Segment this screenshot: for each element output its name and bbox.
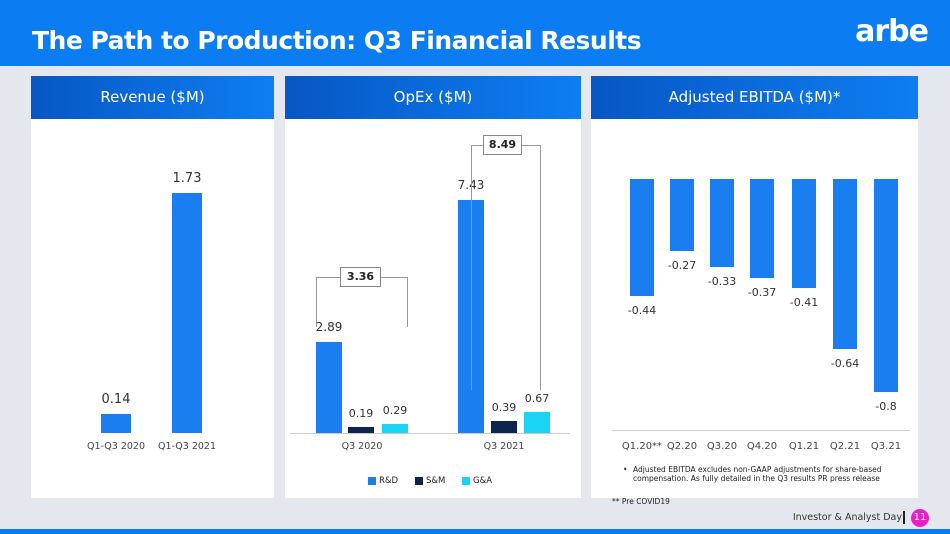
opex-bar-sm: [491, 420, 517, 433]
ebitda-tick-label: Q3.21: [870, 441, 902, 452]
revenue-value-label: 1.73: [172, 171, 202, 186]
ebitda-value-label: -0.41: [789, 296, 819, 310]
ebitda-tick-label: Q3.20: [706, 441, 738, 452]
footer-divider: [903, 511, 905, 524]
ebitda-value-label: -0.33: [707, 274, 737, 288]
opex-tick-label: Q3 2020: [341, 441, 383, 452]
ebitda-bar: [792, 179, 816, 289]
opex-total-label: 8.49: [483, 135, 522, 155]
opex-axis: [290, 433, 570, 434]
ebitda-value-label: -0.27: [667, 258, 697, 272]
opex-value-label: 0.67: [524, 391, 550, 405]
revenue-tick-label: Q1-Q3 2021: [157, 441, 217, 452]
ebitda-axis: [612, 430, 910, 431]
legend-item: G&A: [462, 476, 492, 486]
opex-value-label: 0.19: [348, 407, 374, 421]
footer-event: Investor & Analyst Day: [792, 512, 902, 523]
arbe-logo: arbe: [855, 14, 929, 49]
ebitda-value-label: -0.37: [747, 285, 777, 299]
page-number-badge: 11: [911, 509, 929, 527]
opex-bracket: [471, 145, 541, 390]
opex-bar-ga: [382, 423, 408, 433]
revenue-panel: Revenue ($M): [31, 76, 274, 498]
ebitda-bar: [630, 179, 654, 297]
header-bar: [0, 0, 950, 66]
opex-total-label: 3.36: [340, 267, 381, 287]
opex-title: OpEx ($M): [285, 76, 581, 119]
ebitda-tick-label: Q2.21: [829, 441, 861, 452]
legend-label: S&M: [426, 476, 446, 486]
revenue-tick-label: Q1-Q3 2020: [86, 441, 146, 452]
opex-bar-ga: [524, 411, 550, 433]
legend-item: R&D: [368, 476, 398, 486]
ebitda-value-label: -0.44: [627, 304, 657, 318]
bottom-line: [0, 529, 950, 534]
legend-item: S&M: [415, 476, 445, 486]
pre-covid-note: ** Pre COVID19: [612, 497, 670, 506]
legend-swatch: [462, 477, 470, 485]
ebitda-tick-label: Q1.20**: [621, 441, 663, 452]
ebitda-tick-label: Q1.21: [788, 441, 820, 452]
ebitda-bar: [750, 179, 774, 278]
revenue-bar: [172, 193, 202, 433]
opex-value-label: 0.29: [382, 403, 408, 417]
revenue-bar: [101, 413, 131, 433]
ebitda-bar: [710, 179, 734, 267]
legend-swatch: [368, 477, 376, 485]
opex-tick-label: Q3 2021: [483, 441, 525, 452]
opex-bar-rd: [316, 342, 342, 433]
page-title: The Path to Production: Q3 Financial Res…: [32, 26, 642, 55]
ebitda-bar: [833, 179, 857, 350]
opex-value-label: 2.89: [315, 320, 343, 335]
ebitda-tick-label: Q2.20: [666, 441, 698, 452]
opex-value-label: 0.39: [491, 400, 517, 414]
ebitda-tick-label: Q4.20: [746, 441, 778, 452]
legend-label: G&A: [473, 476, 493, 486]
ebitda-bar: [670, 179, 694, 251]
ebitda-value-label: -0.8: [875, 400, 897, 413]
ebitda-value-label: -0.64: [830, 357, 860, 371]
ebitda-bar: [874, 179, 898, 392]
revenue-title: Revenue ($M): [31, 76, 274, 119]
revenue-value-label: 0.14: [101, 391, 131, 407]
ebitda-footnote: • Adjusted EBITDA excludes non-GAAP adjus…: [623, 465, 882, 483]
legend-label: R&D: [379, 476, 399, 486]
ebitda-title: Adjusted EBITDA ($M)*: [591, 76, 918, 119]
opex-bar-sm: [348, 427, 374, 433]
legend-swatch: [415, 477, 423, 485]
